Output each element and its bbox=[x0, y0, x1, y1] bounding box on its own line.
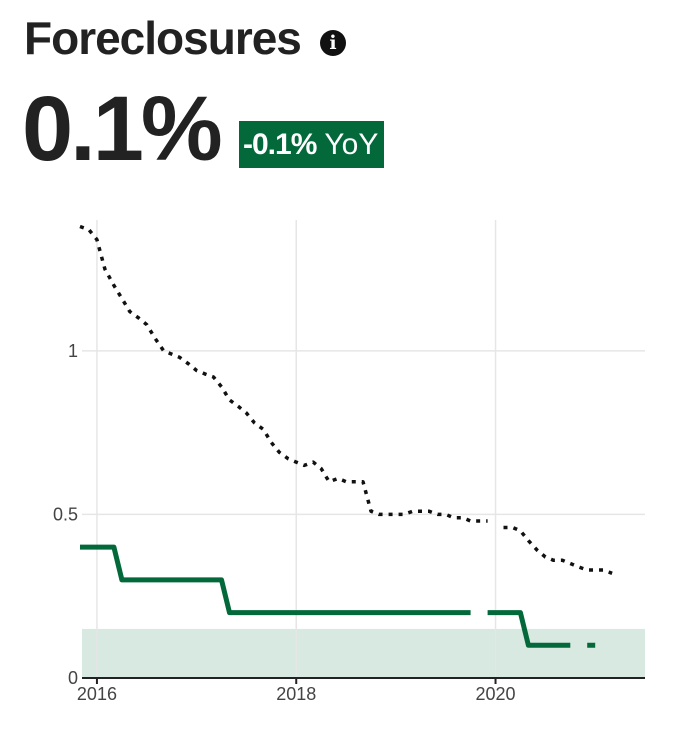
y-tick-label: 0 bbox=[68, 668, 78, 688]
solid-series-line bbox=[80, 544, 596, 648]
info-icon[interactable]: i bbox=[320, 30, 346, 56]
metric-value: 0.1% bbox=[22, 78, 223, 180]
y-tick-label: 1 bbox=[68, 341, 78, 361]
y-tick-label: 0.5 bbox=[53, 504, 78, 524]
page-title: Foreclosures bbox=[24, 12, 302, 64]
x-tick-label: 2018 bbox=[276, 684, 316, 704]
x-tick-label: 2020 bbox=[476, 684, 516, 704]
yoy-badge: -0.1% YoY bbox=[239, 121, 385, 168]
shaded-band bbox=[82, 628, 645, 678]
foreclosure-chart: 2016 2018 2020 0 0.5 1 bbox=[53, 220, 645, 704]
yoy-change-value: -0.1% bbox=[243, 128, 317, 161]
yoy-label: YoY bbox=[324, 128, 379, 161]
x-tick-label: 2016 bbox=[77, 684, 117, 704]
dotted-series-line bbox=[79, 224, 613, 575]
